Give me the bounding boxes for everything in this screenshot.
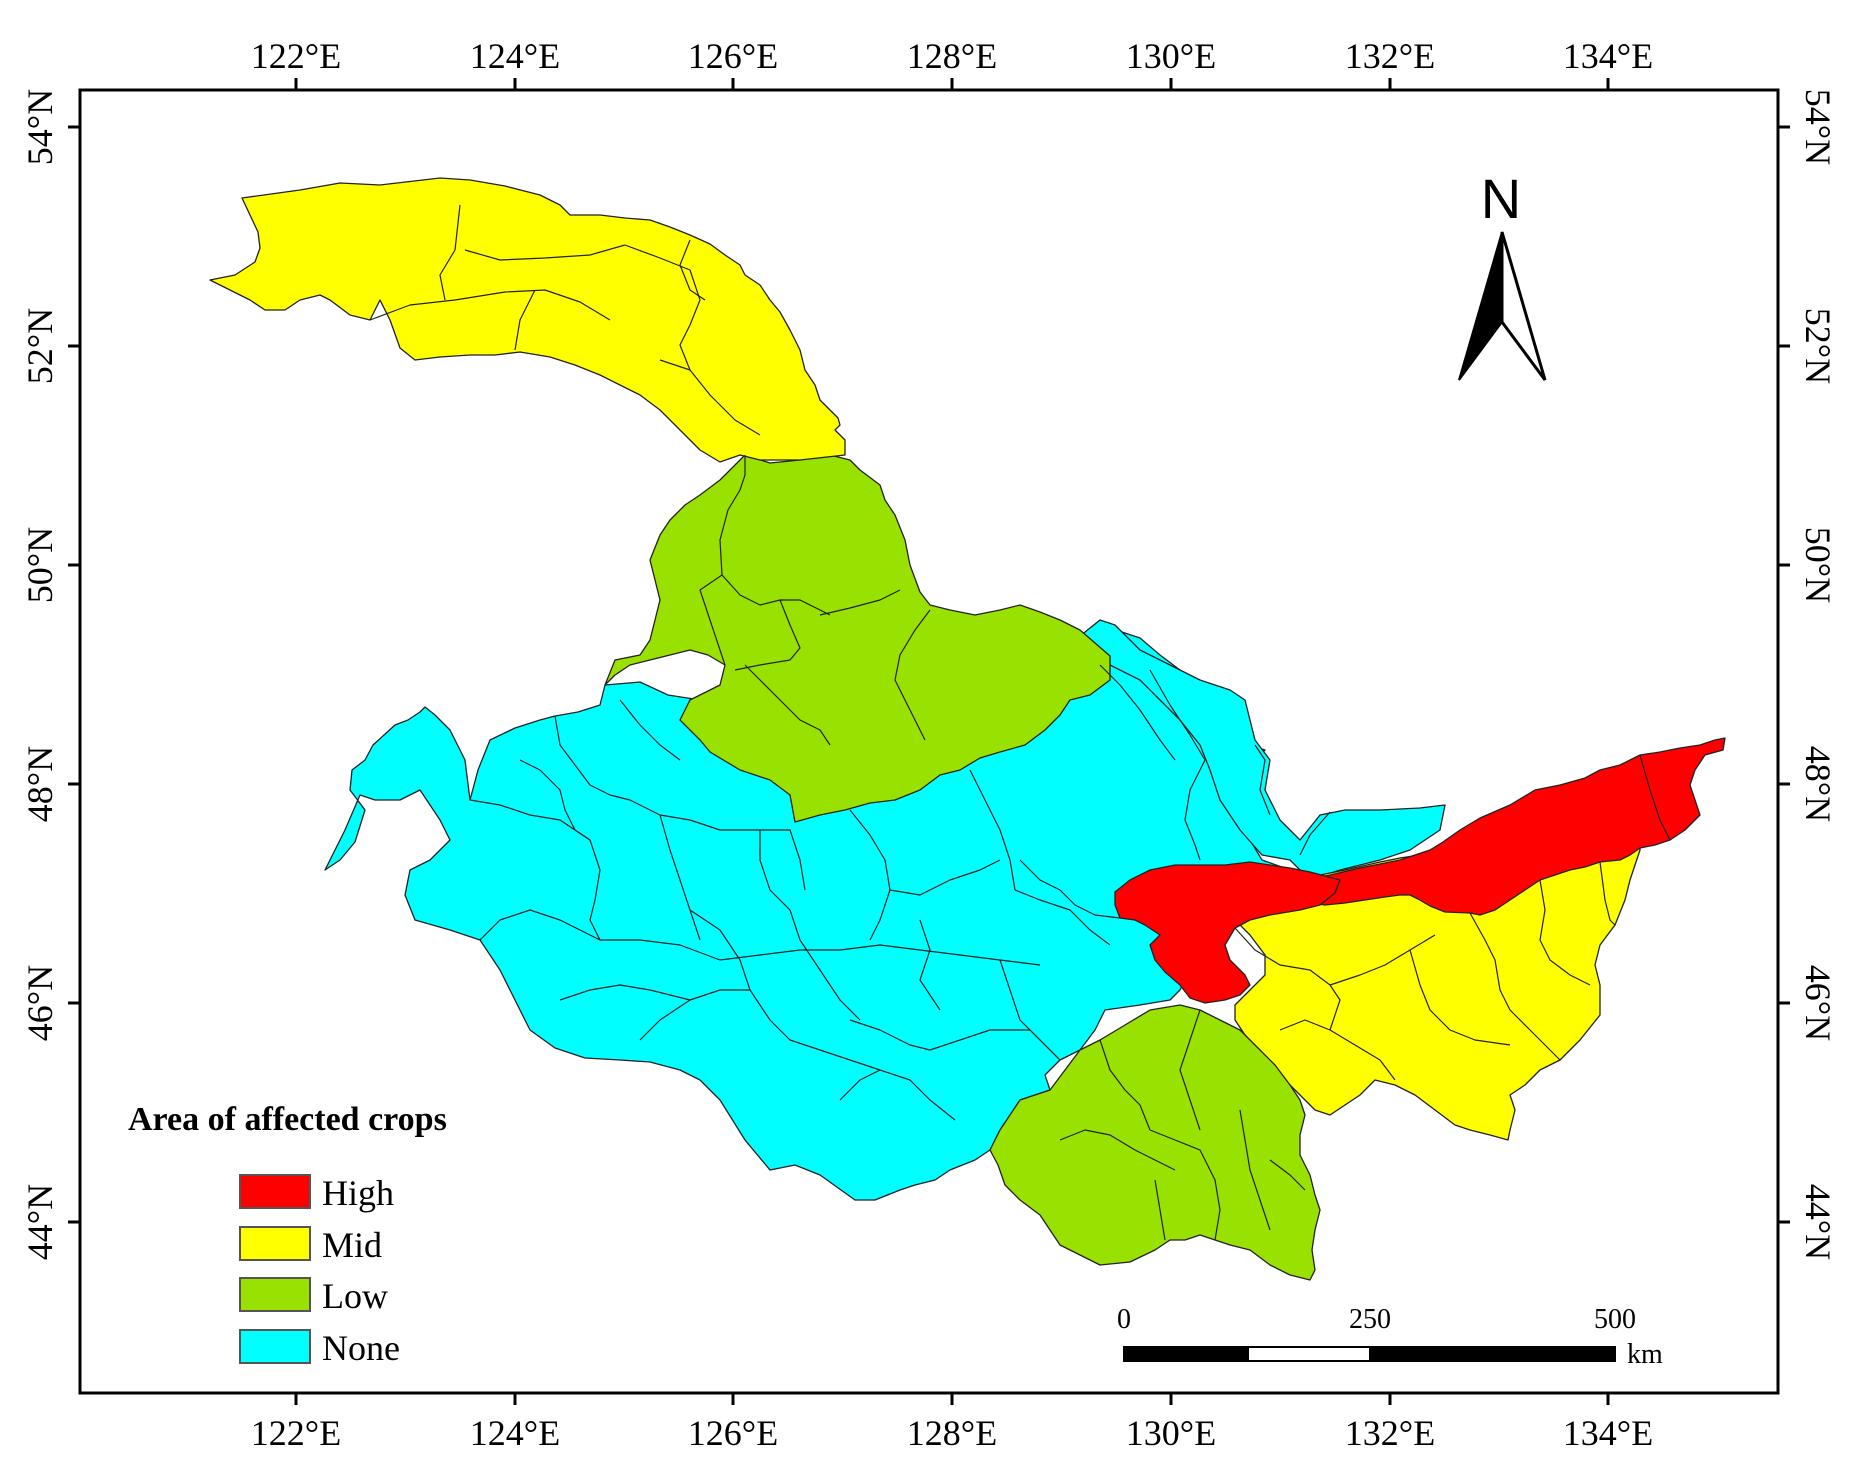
scale-label-500: 500 [1594, 1304, 1636, 1335]
top-lon-label: 134°E [1563, 36, 1653, 76]
legend-title: Area of affected crops [128, 1101, 447, 1138]
legend-item-none: None [239, 1328, 400, 1368]
left-lat-label: 50°N [20, 527, 60, 603]
legend-swatch-high [239, 1174, 311, 1209]
map-regions [209, 177, 1726, 1281]
top-lon-label: 126°E [688, 36, 778, 76]
bottom-lon-label: 126°E [688, 1413, 778, 1453]
right-lat-label: 52°N [1798, 308, 1838, 384]
region-high-central [1114, 861, 1341, 1004]
top-longitude-labels: 122°E 124°E 126°E 128°E 130°E 132°E 134°… [251, 36, 1653, 76]
region-low-south [989, 1004, 1321, 1281]
north-arrow: N [1458, 167, 1547, 381]
legend-label-high: High [322, 1173, 394, 1213]
bottom-lon-label: 122°E [251, 1413, 341, 1453]
top-ticks [294, 78, 1610, 90]
legend-item-high: High [239, 1173, 394, 1213]
bottom-ticks [294, 1393, 1610, 1405]
legend-label-none: None [322, 1328, 400, 1368]
region-none-northeast [1074, 619, 1446, 881]
region-low-north [604, 454, 1111, 823]
left-latitude-labels: 54°N 52°N 50°N 48°N 46°N 44°N [20, 89, 60, 1260]
legend-label-mid: Mid [322, 1225, 382, 1265]
top-lon-label: 128°E [907, 36, 997, 76]
legend: Area of affected crops High Mid Low None [128, 1101, 447, 1368]
top-lon-label: 132°E [1345, 36, 1435, 76]
scale-label-250: 250 [1349, 1304, 1391, 1335]
left-lat-label: 48°N [20, 746, 60, 822]
left-lat-label: 52°N [20, 308, 60, 384]
legend-swatch-mid [239, 1226, 311, 1261]
right-lat-label: 50°N [1798, 527, 1838, 603]
north-arrow-right-half [1500, 231, 1547, 381]
scale-unit: km [1627, 1339, 1663, 1370]
scale-label-0: 0 [1117, 1304, 1131, 1335]
right-lat-label: 46°N [1798, 965, 1838, 1041]
bottom-lon-label: 134°E [1563, 1413, 1653, 1453]
scale-bar: 0 250 500 km [1117, 1304, 1663, 1370]
legend-item-low: Low [239, 1276, 388, 1316]
bottom-lon-label: 124°E [470, 1413, 560, 1453]
right-ticks [1778, 125, 1790, 1224]
north-arrow-label: N [1481, 167, 1521, 230]
left-ticks [68, 125, 80, 1224]
right-lat-label: 48°N [1798, 746, 1838, 822]
left-lat-label: 44°N [20, 1184, 60, 1260]
right-latitude-labels: 54°N 52°N 50°N 48°N 46°N 44°N [1798, 89, 1838, 1260]
legend-swatch-low [239, 1277, 311, 1312]
bottom-lon-label: 130°E [1126, 1413, 1216, 1453]
right-lat-label: 54°N [1798, 89, 1838, 165]
legend-swatch-none [239, 1329, 311, 1364]
top-lon-label: 130°E [1126, 36, 1216, 76]
scale-segment-3 [1369, 1346, 1616, 1362]
top-lon-label: 122°E [251, 36, 341, 76]
bottom-lon-label: 132°E [1345, 1413, 1435, 1453]
right-lat-label: 44°N [1798, 1184, 1838, 1260]
legend-item-mid: Mid [239, 1225, 382, 1265]
left-lat-label: 54°N [20, 89, 60, 165]
scale-segment-1 [1123, 1346, 1249, 1362]
bottom-lon-label: 128°E [907, 1413, 997, 1453]
legend-label-low: Low [322, 1276, 388, 1316]
county-boundaries [369, 204, 1671, 1241]
scale-segment-2 [1247, 1346, 1371, 1362]
left-lat-label: 46°N [20, 965, 60, 1041]
bottom-longitude-labels: 122°E 124°E 126°E 128°E 130°E 132°E 134°… [251, 1413, 1653, 1453]
top-lon-label: 124°E [470, 36, 560, 76]
